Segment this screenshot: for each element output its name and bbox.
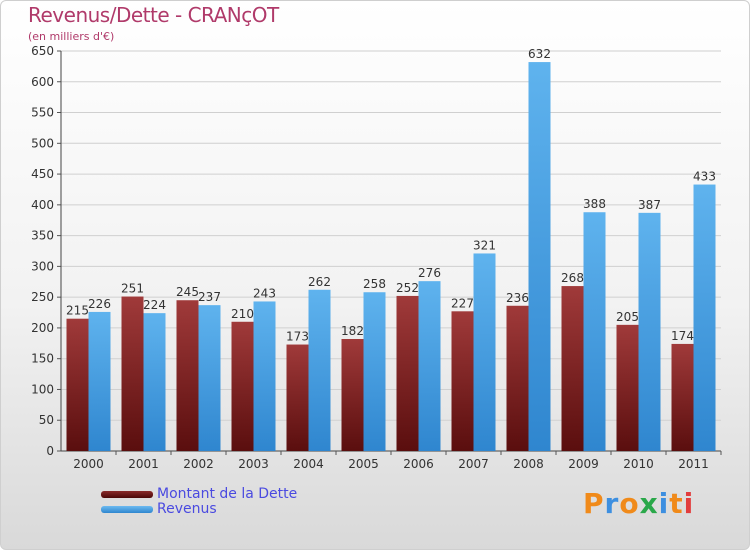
x-tick-label: 2005 [348, 457, 379, 471]
bar-dette [286, 344, 309, 451]
y-tick-label: 0 [46, 444, 54, 458]
x-tick-label: 2003 [238, 457, 269, 471]
x-tick-label: 2009 [568, 457, 599, 471]
y-tick-label: 150 [31, 352, 54, 366]
data-label-dette: 236 [506, 291, 529, 305]
data-label-revenus: 276 [418, 266, 441, 280]
logo-letter: i [683, 487, 695, 520]
y-tick-label: 450 [31, 167, 54, 181]
y-tick-label: 500 [31, 136, 54, 150]
logo-letter: o [619, 487, 640, 520]
logo-letter: P [583, 487, 605, 520]
y-tick-label: 300 [31, 259, 54, 273]
legend-label-dette: Montant de la Dette [157, 486, 298, 502]
data-label-dette: 210 [231, 307, 254, 321]
legend-swatch-dette [101, 491, 153, 498]
logo-letter: i [658, 487, 670, 520]
x-tick-label: 2010 [623, 457, 654, 471]
x-tick-label: 2011 [678, 457, 709, 471]
bar-revenus [583, 212, 606, 451]
y-tick-label: 50 [39, 413, 54, 427]
bar-dette [176, 300, 199, 451]
bar-revenus [638, 212, 661, 451]
bar-revenus [253, 301, 276, 451]
data-label-revenus: 258 [363, 277, 386, 291]
logo-letter: r [604, 487, 620, 520]
legend-label-revenus: Revenus [157, 501, 217, 517]
data-label-dette: 245 [176, 285, 199, 299]
bar-dette [66, 318, 89, 451]
x-tick-label: 2006 [403, 457, 434, 471]
x-tick-label: 2002 [183, 457, 214, 471]
bar-revenus [363, 292, 386, 451]
bar-revenus [418, 281, 441, 451]
y-tick-label: 200 [31, 321, 54, 335]
y-tick-label: 100 [31, 382, 54, 396]
data-label-dette: 252 [396, 281, 419, 295]
logo-letter: x [639, 487, 659, 520]
bar-revenus [198, 305, 221, 451]
data-label-dette: 268 [561, 271, 584, 285]
logo-letter: t [669, 487, 684, 520]
bar-dette [506, 305, 529, 451]
bar-dette [341, 339, 364, 451]
bar-dette [616, 324, 639, 451]
data-label-dette: 251 [121, 282, 144, 296]
bar-revenus [88, 311, 111, 451]
bar-dette [231, 321, 254, 451]
data-label-revenus: 632 [528, 47, 551, 61]
data-label-dette: 205 [616, 310, 639, 324]
y-tick-label: 400 [31, 198, 54, 212]
legend-swatch-revenus [101, 506, 153, 513]
y-tick-label: 250 [31, 290, 54, 304]
bar-revenus [528, 62, 551, 451]
y-tick-label: 650 [31, 44, 54, 58]
bar-dette [396, 295, 419, 451]
chart-subtitle: (en milliers d'€) [28, 30, 115, 43]
data-label-revenus: 433 [693, 170, 716, 184]
data-label-revenus: 237 [198, 290, 221, 304]
data-label-dette: 182 [341, 324, 364, 338]
x-tick-label: 2007 [458, 457, 489, 471]
data-label-dette: 227 [451, 296, 474, 310]
bar-revenus [473, 253, 496, 451]
bar-revenus [143, 313, 166, 451]
data-label-revenus: 224 [143, 298, 166, 312]
data-label-dette: 174 [671, 329, 694, 343]
chart-title: Revenus/Dette - CRANçOT [28, 3, 279, 27]
bar-dette [121, 296, 144, 451]
x-tick-label: 2008 [513, 457, 544, 471]
bar-revenus [693, 184, 716, 452]
data-label-revenus: 387 [638, 198, 661, 212]
bar-dette [451, 311, 474, 451]
y-tick-label: 350 [31, 229, 54, 243]
data-label-revenus: 243 [253, 286, 276, 300]
data-label-revenus: 226 [88, 297, 111, 311]
bar-revenus [308, 289, 331, 451]
y-tick-label: 550 [31, 106, 54, 120]
data-label-revenus: 388 [583, 197, 606, 211]
data-label-revenus: 321 [473, 238, 496, 252]
y-tick-label: 600 [31, 75, 54, 89]
x-tick-label: 2004 [293, 457, 324, 471]
bar-dette [671, 343, 694, 451]
x-tick-label: 2000 [73, 457, 104, 471]
proxiti-logo: Proxiti [583, 487, 694, 520]
bar-dette [561, 286, 584, 451]
data-label-dette: 215 [66, 304, 89, 318]
x-tick-label: 2001 [128, 457, 159, 471]
data-label-revenus: 262 [308, 275, 331, 289]
data-label-dette: 173 [286, 330, 309, 344]
